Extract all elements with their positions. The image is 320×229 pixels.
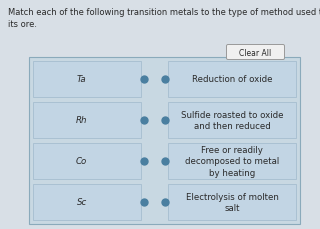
FancyBboxPatch shape [29, 58, 300, 224]
Text: Ta: Ta [77, 75, 86, 84]
Text: Reduction of oxide: Reduction of oxide [192, 75, 272, 84]
Text: Co: Co [76, 157, 87, 166]
Text: Match each of the following transition metals to the type of method used to isol: Match each of the following transition m… [8, 8, 320, 29]
FancyBboxPatch shape [33, 184, 141, 220]
FancyBboxPatch shape [33, 143, 141, 179]
FancyBboxPatch shape [168, 62, 296, 98]
FancyBboxPatch shape [33, 62, 141, 98]
FancyBboxPatch shape [168, 184, 296, 220]
FancyBboxPatch shape [227, 45, 284, 60]
FancyBboxPatch shape [168, 143, 296, 179]
Text: Sulfide roasted to oxide
and then reduced: Sulfide roasted to oxide and then reduce… [181, 110, 283, 131]
Text: Sc: Sc [76, 198, 87, 207]
Text: Rh: Rh [76, 116, 87, 125]
FancyBboxPatch shape [33, 103, 141, 138]
Text: Clear All: Clear All [239, 48, 272, 57]
Text: Free or readily
decomposed to metal
by heating: Free or readily decomposed to metal by h… [185, 146, 279, 177]
Text: Electrolysis of molten
salt: Electrolysis of molten salt [186, 192, 278, 212]
FancyBboxPatch shape [168, 103, 296, 138]
